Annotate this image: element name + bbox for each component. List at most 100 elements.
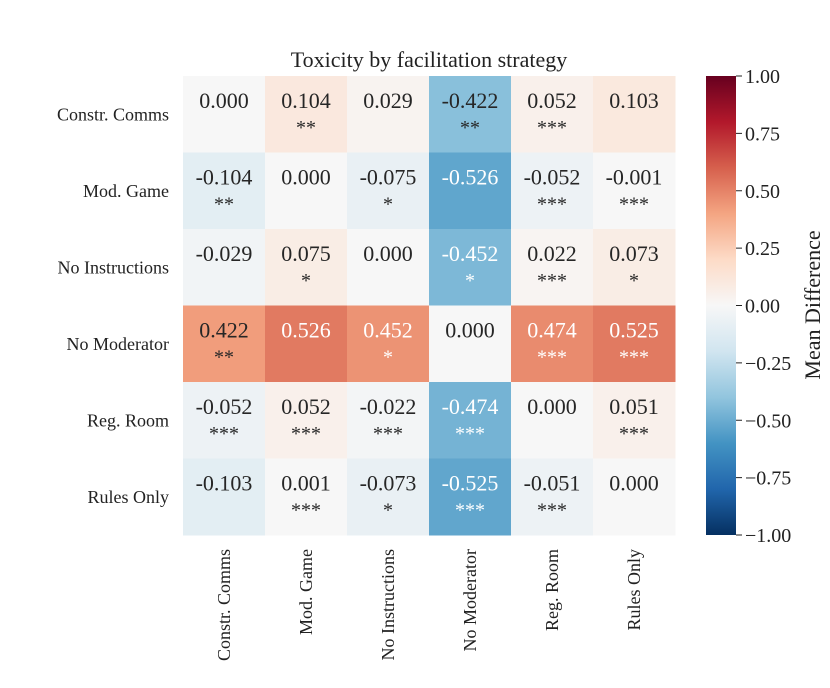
cell-fill — [429, 458, 512, 536]
cell-fill — [593, 382, 676, 459]
heatmap-cell: 0.001 *** — [265, 458, 348, 536]
heatmap-cell: 0.000 — [511, 382, 594, 459]
cell-fill — [593, 458, 676, 536]
cell-fill — [265, 152, 348, 230]
cell-value-label: -0.422 — [442, 88, 499, 113]
heatmap-cell: 0.103 — [593, 76, 676, 153]
cell-value-label: 0.052 — [281, 394, 331, 419]
cell-fill — [429, 305, 512, 383]
cell-significance-label: *** — [537, 194, 567, 216]
heatmap-cell: -0.075 * — [347, 152, 430, 230]
cell-value-label: -0.103 — [196, 471, 253, 496]
cell-value-label: 0.422 — [199, 318, 249, 343]
cell-fill — [347, 382, 430, 459]
cell-significance-label: * — [465, 270, 475, 292]
cell-value-label: -0.001 — [606, 165, 663, 190]
cell-value-label: -0.104 — [196, 165, 253, 190]
chart-title: Toxicity by facilitation strategy — [291, 47, 567, 72]
cell-significance-label: *** — [291, 423, 321, 445]
cell-significance-label: *** — [455, 500, 485, 522]
cell-significance-label: *** — [537, 500, 567, 522]
cell-value-label: 0.073 — [609, 241, 659, 266]
cell-significance-label: ** — [214, 347, 234, 369]
cell-value-label: 0.000 — [527, 394, 577, 419]
colorbar-tick-label: −1.00 — [745, 525, 791, 547]
cell-value-label: -0.525 — [442, 471, 499, 496]
colorbar-tick-label: 0.50 — [745, 181, 780, 203]
row-tick-label: Reg. Room — [87, 410, 169, 430]
cell-significance-label: ** — [296, 117, 316, 139]
cell-fill — [265, 305, 348, 383]
cell-fill — [183, 305, 266, 383]
heatmap-cell: -0.073 * — [347, 458, 430, 536]
cell-value-label: 0.104 — [281, 88, 331, 113]
cell-fill — [593, 305, 676, 383]
heatmap-cell: 0.525 *** — [593, 305, 676, 383]
cell-fill — [347, 229, 430, 306]
heatmap-cell: 0.000 — [183, 76, 266, 153]
cell-significance-label: *** — [291, 500, 321, 522]
cell-significance-label: *** — [619, 347, 649, 369]
cell-significance-label: * — [383, 194, 393, 216]
heatmap-cell: -0.051 *** — [511, 458, 594, 536]
heatmap-cell: -0.052 *** — [183, 382, 266, 459]
heatmap-cell: 0.422 ** — [183, 305, 266, 383]
cell-value-label: -0.051 — [524, 471, 581, 496]
cell-value-label: 0.452 — [363, 318, 413, 343]
colorbar-tick-label: −0.50 — [745, 410, 791, 432]
cell-value-label: -0.073 — [360, 471, 417, 496]
heatmap-cell: -0.526 — [429, 152, 512, 230]
row-tick-label: No Moderator — [67, 334, 169, 354]
cell-fill — [429, 382, 512, 459]
cell-fill — [347, 76, 430, 153]
heatmap-cell: 0.452 * — [347, 305, 430, 383]
cell-value-label: 0.000 — [445, 318, 495, 343]
heatmap-cells: 0.000 0.104**0.029 -0.422**0.052***0.103-0… — [183, 76, 676, 536]
cell-fill — [511, 382, 594, 459]
cell-significance-label: * — [629, 270, 639, 292]
heatmap-cell: -0.422 ** — [429, 76, 512, 153]
heatmap-cell: -0.001 *** — [593, 152, 676, 230]
cell-significance-label: *** — [619, 423, 649, 445]
cell-significance-label: *** — [537, 117, 567, 139]
row-tick-label: Mod. Game — [83, 181, 169, 201]
cell-fill — [511, 458, 594, 536]
cell-value-label: 0.474 — [527, 318, 577, 343]
heatmap-cell: 0.000 — [265, 152, 348, 230]
colorbar — [706, 76, 736, 535]
column-tick-label: No Instructions — [378, 549, 398, 661]
colorbar-tick-label: −0.25 — [745, 353, 791, 375]
heatmap-cell: 0.526 — [265, 305, 348, 383]
heatmap-cell: 0.073 * — [593, 229, 676, 306]
cell-significance-label: ** — [460, 117, 480, 139]
heatmap-cell: 0.022 *** — [511, 229, 594, 306]
cell-fill — [511, 229, 594, 306]
cell-fill — [593, 152, 676, 230]
cell-value-label: -0.452 — [442, 241, 499, 266]
column-tick-labels: Constr. Comms Mod. Game No Instructions No … — [214, 549, 644, 661]
column-tick-label: No Moderator — [460, 549, 480, 651]
cell-fill — [511, 305, 594, 383]
column-tick-label: Rules Only — [624, 549, 644, 631]
colorbar-ticks: 1.00 0.75 0.50 0.25 0.00 −0.25 −0.50 −0.75 −1.00 — [736, 66, 791, 547]
cell-fill — [265, 76, 348, 153]
cell-fill — [347, 458, 430, 536]
cell-value-label: -0.075 — [360, 165, 417, 190]
cell-significance-label: * — [383, 500, 393, 522]
colorbar-tick-label: 0.25 — [745, 238, 780, 260]
cell-value-label: 0.029 — [363, 88, 413, 113]
cell-fill — [429, 229, 512, 306]
cell-value-label: -0.029 — [196, 241, 253, 266]
row-tick-label: No Instructions — [58, 257, 170, 277]
cell-significance-label: *** — [537, 347, 567, 369]
row-tick-labels: Constr. Comms Mod. Game No Instructions No … — [57, 104, 169, 507]
cell-value-label: 0.075 — [281, 241, 331, 266]
colorbar-tick-label: 0.00 — [745, 296, 780, 318]
cell-value-label: -0.022 — [360, 394, 417, 419]
cell-significance-label: * — [383, 347, 393, 369]
cell-value-label: 0.051 — [609, 394, 659, 419]
heatmap-cell: 0.052 *** — [511, 76, 594, 153]
cell-value-label: -0.052 — [196, 394, 253, 419]
row-tick-label: Constr. Comms — [57, 104, 169, 124]
heatmap-cell: 0.104 ** — [265, 76, 348, 153]
